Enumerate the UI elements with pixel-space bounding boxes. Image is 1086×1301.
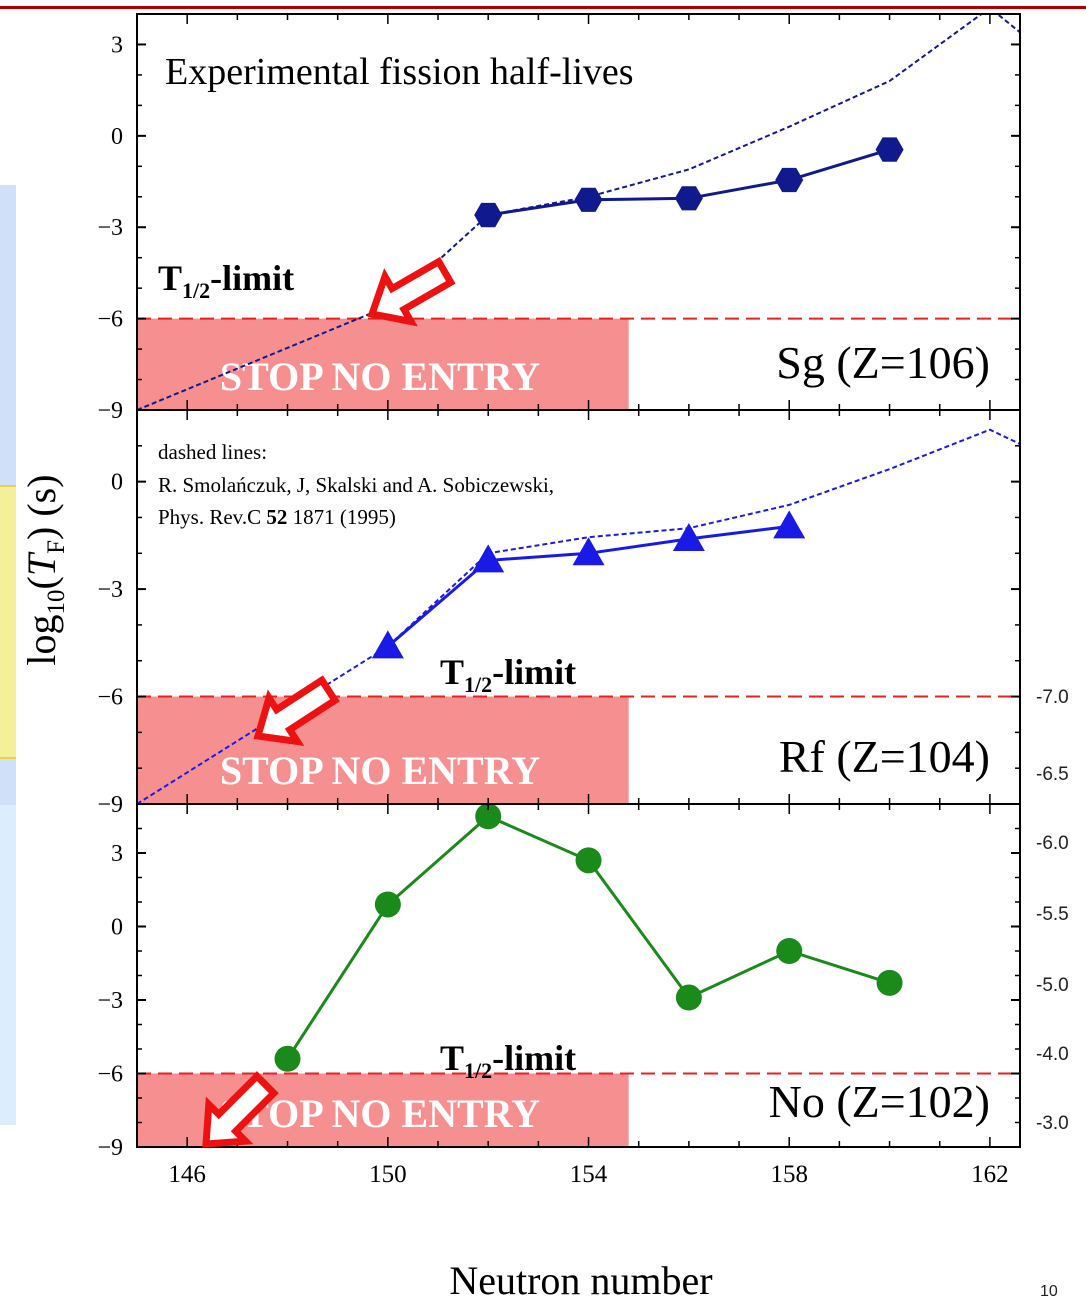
stop-no-entry-label: STOP NO ENTRY — [220, 748, 540, 793]
data-point-circle — [675, 984, 702, 1011]
y-tick-label: −3 — [97, 988, 123, 1014]
y-tick-label: −9 — [97, 792, 123, 818]
background-highlight — [0, 485, 16, 759]
element-label: Rf (Z=104) — [779, 731, 990, 782]
right-axis-tick-label: -6.0 — [1036, 833, 1069, 854]
right-axis-tick-label: -4.0 — [1036, 1044, 1069, 1065]
data-point-hexagon — [574, 187, 603, 212]
data-point-triangle — [773, 510, 806, 539]
data-point-triangle — [672, 522, 705, 551]
half-life-limit-label: T1/2-limit — [158, 258, 294, 303]
limit-arrow — [253, 675, 340, 746]
reference-text-line: Phys. Rev.C 52 1871 (1995) — [158, 505, 396, 529]
page-number: 10 — [1040, 1283, 1058, 1300]
right-axis-tick-label: -5.0 — [1036, 975, 1069, 996]
background-panel — [0, 805, 16, 1125]
data-point-circle — [876, 969, 903, 996]
right-axis-tick-label: -3.0 — [1036, 1113, 1069, 1134]
stop-no-entry-box — [137, 318, 629, 410]
red-arrow-shape — [253, 675, 340, 746]
reference-text-line: dashed lines: — [158, 440, 267, 464]
half-life-limit-label: T1/2-limit — [440, 1038, 576, 1083]
x-tick-label: 162 — [971, 1161, 1009, 1188]
data-point-circle — [475, 803, 502, 830]
y-tick-label: −6 — [97, 685, 123, 711]
chart-title: Experimental fission half-lives — [165, 51, 634, 93]
background-slide-strip — [0, 185, 16, 1125]
y-axis-label: log10(TF) (s) — [19, 474, 70, 665]
data-point-circle — [274, 1045, 301, 1072]
data-point-triangle — [371, 630, 404, 659]
y-tick-label: 0 — [111, 124, 123, 150]
x-axis-label: Neutron number — [449, 1258, 712, 1301]
y-tick-label: −6 — [97, 1062, 123, 1088]
right-axis-tick-label: -5.5 — [1036, 904, 1069, 925]
stop-no-entry-box — [137, 696, 629, 804]
data-point-hexagon — [775, 167, 804, 193]
data-point-triangle — [572, 537, 605, 566]
red-arrow-shape — [202, 1071, 279, 1148]
y-tick-label: −3 — [97, 577, 123, 603]
y-tick-label: −6 — [97, 307, 123, 333]
limit-arrow — [202, 1071, 279, 1148]
element-label: Sg (Z=106) — [776, 337, 990, 388]
data-point-hexagon — [474, 202, 503, 228]
half-life-limit-label: T1/2-limit — [440, 652, 576, 697]
x-tick-label: 158 — [770, 1161, 808, 1188]
data-point-circle — [776, 938, 803, 964]
y-tick-label: 0 — [111, 470, 123, 496]
red-arrow-shape — [367, 256, 456, 327]
y-tick-label: 3 — [111, 32, 123, 58]
data-point-hexagon — [875, 137, 904, 162]
limit-arrow — [367, 256, 456, 327]
y-tick-label: −9 — [97, 398, 123, 424]
right-axis-tick-label: -6.5 — [1036, 764, 1069, 785]
y-tick-label: −3 — [97, 215, 123, 241]
x-tick-label: 154 — [570, 1161, 608, 1188]
data-point-triangle — [472, 544, 505, 573]
slide-top-border — [0, 0, 1086, 9]
element-label: No (Z=102) — [769, 1076, 990, 1127]
data-point-circle — [374, 891, 401, 918]
reference-text-line: R. Smolańczuk, J, Skalski and A. Sobicze… — [158, 473, 554, 497]
y-tick-label: 3 — [111, 841, 123, 867]
panel-frame — [136, 803, 1021, 1148]
y-tick-label: 0 — [111, 915, 123, 941]
data-point-circle — [575, 847, 602, 874]
y-tick-label: −9 — [97, 1135, 123, 1161]
right-axis-tick-label: -7.0 — [1036, 687, 1069, 708]
stop-no-entry-label: STOP NO ENTRY — [220, 354, 540, 399]
x-tick-label: 146 — [168, 1161, 206, 1188]
data-point-hexagon — [674, 186, 703, 211]
x-tick-label: 150 — [369, 1161, 407, 1188]
